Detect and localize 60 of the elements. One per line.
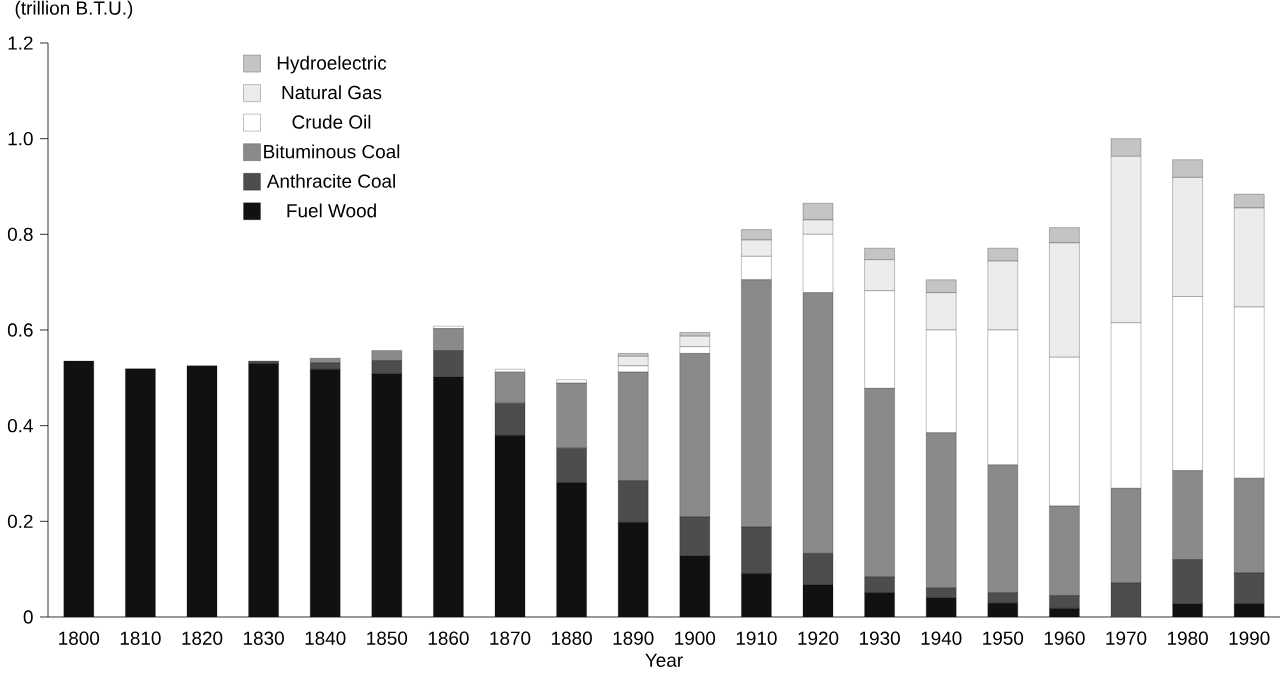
bar (1049, 595, 1080, 609)
bar (556, 448, 587, 483)
bar (125, 368, 156, 617)
y-tick-label: 1.2 (8, 36, 33, 50)
x-tick-label: 1860 (428, 631, 469, 645)
bar (494, 371, 526, 404)
bar (63, 360, 94, 617)
bar (1172, 559, 1203, 604)
bar (864, 592, 895, 617)
bar (494, 403, 526, 436)
x-tick-label: 1830 (243, 631, 284, 645)
x-tick-label: 1920 (798, 631, 839, 645)
x-tick-label: 1970 (1106, 631, 1147, 645)
bar (618, 480, 649, 523)
x-tick-label: 1950 (983, 631, 1024, 645)
legend-label: Fuel Wood (287, 203, 376, 218)
legend-label: Natural Gas (282, 85, 382, 100)
bar (741, 573, 772, 617)
x-tick-label: 1900 (675, 631, 716, 645)
x-tick-label: 1980 (1167, 631, 1208, 645)
legend-label: Hydroelectric (277, 55, 387, 74)
bar (494, 435, 526, 617)
bar (556, 482, 587, 617)
x-tick-label: 1850 (367, 631, 408, 645)
legend-label: Crude Oil (292, 114, 371, 129)
y-axis-title: (trillion B.T.U.) (15, 0, 133, 19)
x-tick-label: 1880 (551, 631, 592, 645)
bar (679, 516, 710, 556)
bar (371, 373, 402, 617)
x-tick-label: 1810 (120, 631, 161, 645)
bar (1234, 572, 1265, 604)
bar (741, 526, 772, 574)
x-tick-label: 1800 (59, 631, 100, 645)
y-tick-label: 0.2 (7, 514, 33, 529)
bar (864, 576, 895, 593)
x-tick-label: 1890 (613, 631, 654, 645)
bar (310, 369, 341, 617)
x-tick-label: 1990 (1229, 631, 1270, 645)
y-tick-label: 0 (23, 610, 33, 624)
x-tick-label: 1820 (182, 631, 223, 645)
x-tick-label: 1870 (490, 631, 531, 645)
bar (618, 522, 649, 617)
x-tick-label: 1960 (1044, 631, 1085, 645)
bar (186, 365, 218, 617)
legend-label: Bituminous Coal (264, 144, 400, 159)
bar (433, 376, 464, 617)
bar (433, 350, 464, 377)
y-tick-label: 1.0 (8, 131, 33, 146)
bar (556, 382, 587, 449)
x-tick-label: 1940 (921, 631, 962, 645)
x-tick-label: 1930 (859, 631, 900, 645)
x-tick-label: 1840 (305, 631, 346, 645)
bar (679, 555, 710, 617)
x-tick-label: 1910 (736, 631, 777, 645)
x-axis-title: Year (645, 653, 683, 667)
bar (248, 363, 279, 617)
y-tick-label: 0.8 (7, 227, 33, 242)
y-tick-label: 0.6 (7, 323, 33, 337)
legend-label: Anthracite Coal (266, 173, 395, 188)
y-tick-label: 0.4 (7, 418, 33, 433)
